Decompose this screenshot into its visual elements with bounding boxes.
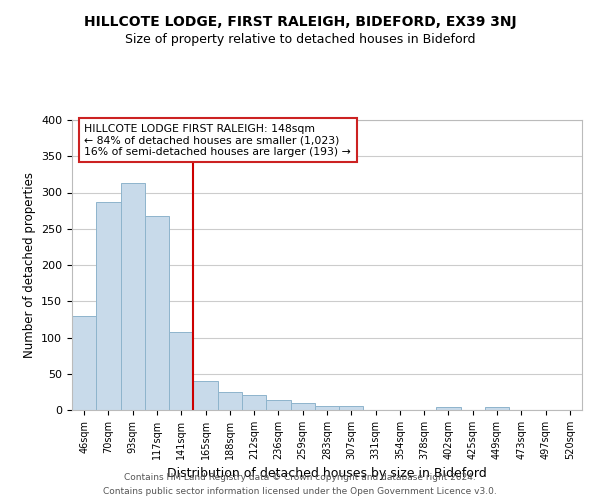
Text: Size of property relative to detached houses in Bideford: Size of property relative to detached ho… (125, 32, 475, 46)
Text: HILLCOTE LODGE FIRST RALEIGH: 148sqm
← 84% of detached houses are smaller (1,023: HILLCOTE LODGE FIRST RALEIGH: 148sqm ← 8… (85, 124, 351, 157)
Bar (145, 216, 169, 410)
Bar (339, 406, 364, 410)
Text: Contains HM Land Registry data © Crown copyright and database right 2024.: Contains HM Land Registry data © Crown c… (124, 473, 476, 482)
Text: HILLCOTE LODGE, FIRST RALEIGH, BIDEFORD, EX39 3NJ: HILLCOTE LODGE, FIRST RALEIGH, BIDEFORD,… (83, 15, 517, 29)
Bar (266, 400, 290, 410)
Y-axis label: Number of detached properties: Number of detached properties (23, 172, 35, 358)
Text: Contains public sector information licensed under the Open Government Licence v3: Contains public sector information licen… (103, 486, 497, 496)
Bar (72, 316, 96, 410)
Bar (121, 183, 145, 410)
X-axis label: Distribution of detached houses by size in Bideford: Distribution of detached houses by size … (167, 468, 487, 480)
Bar (218, 392, 242, 410)
Bar (290, 403, 315, 410)
Bar (169, 332, 193, 410)
Bar (436, 407, 461, 410)
Bar (315, 406, 339, 410)
Bar (485, 407, 509, 410)
Bar (193, 381, 218, 410)
Bar (96, 202, 121, 410)
Bar (242, 395, 266, 410)
